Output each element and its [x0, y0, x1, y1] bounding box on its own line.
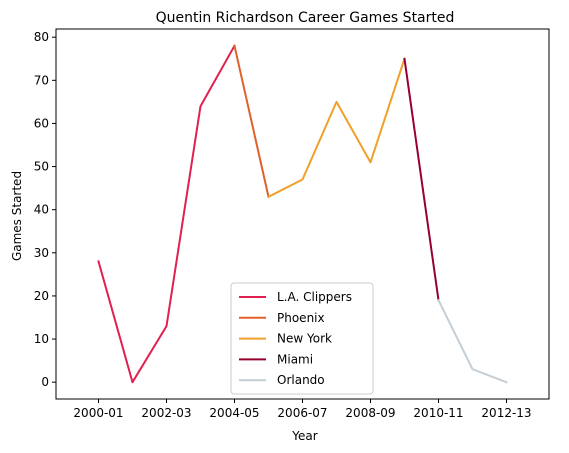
x-tick-label-5: 2010-11: [413, 406, 463, 420]
series-line-4: [437, 298, 508, 384]
plot-lines: [97, 44, 508, 384]
y-tick-label-8: 80: [34, 30, 49, 44]
axes: 0 10 20 30 40 50 60 70 80 2000-01 2002-03 2004-05 20…: [34, 28, 550, 420]
y-axis-label: Games Started: [10, 171, 24, 261]
y-tick-label-2: 20: [34, 289, 49, 303]
y-tick-label-6: 60: [34, 116, 49, 130]
legend-label-4: Orlando: [277, 373, 325, 387]
legend-box: [230, 282, 374, 395]
series-line-1: [233, 44, 270, 198]
x-tick-label-1: 2002-03: [141, 406, 191, 420]
series-line-3: [403, 57, 440, 302]
y-tick-label-1: 10: [34, 332, 49, 346]
legend-label-2: New York: [277, 332, 332, 346]
y-tick-label-7: 70: [34, 73, 49, 87]
x-tick-label-6: 2012-13: [481, 406, 531, 420]
x-tick-label-0: 2000-01: [73, 406, 123, 420]
x-tick-label-3: 2006-07: [277, 406, 327, 420]
x-tick-label-4: 2008-09: [345, 406, 395, 420]
legend: L.A. Clippers Phoenix New York Miami Orlando: [230, 282, 374, 395]
chart-title: Quentin Richardson Career Games Started: [156, 10, 455, 26]
legend-label-1: Phoenix: [277, 311, 325, 325]
y-tick-label-5: 50: [34, 160, 49, 174]
legend-label-3: Miami: [277, 352, 313, 366]
series-line-0: [97, 44, 236, 384]
y-tick-label-3: 30: [34, 246, 49, 260]
series-line-2: [267, 57, 406, 199]
y-tick-label-4: 40: [34, 203, 49, 217]
x-axis-label: Year: [291, 429, 317, 443]
y-tick-label-0: 0: [41, 375, 49, 389]
x-tick-label-2: 2004-05: [209, 406, 259, 420]
legend-label-0: L.A. Clippers: [277, 290, 352, 304]
